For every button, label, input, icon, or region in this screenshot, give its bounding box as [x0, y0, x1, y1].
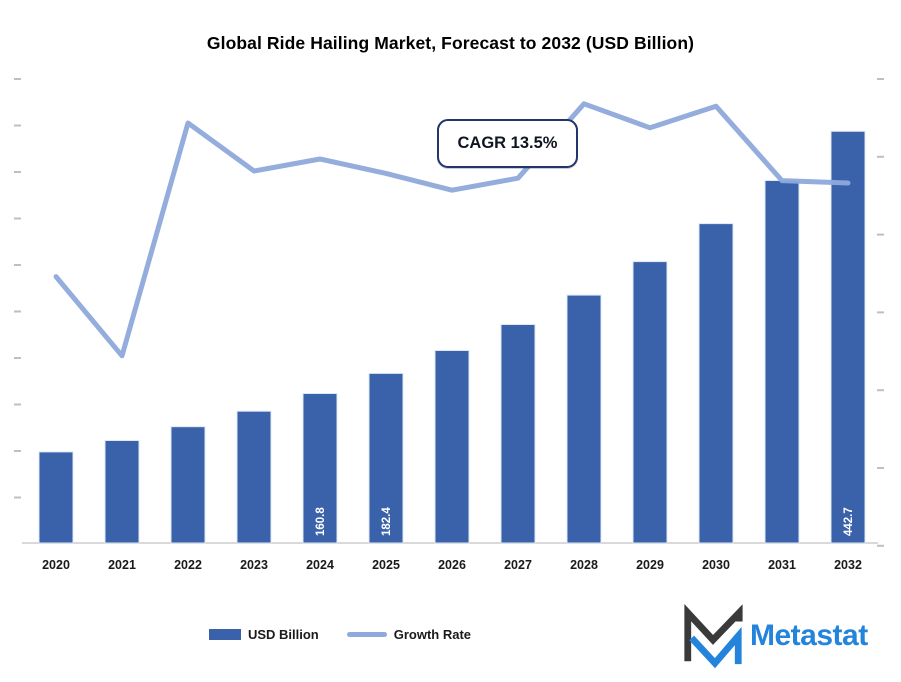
line-series-swatch: [346, 632, 387, 637]
bar-value-label-2024: 160.8: [315, 507, 327, 536]
bar-2032: [830, 130, 866, 544]
x-axis-label-2022: 2022: [174, 558, 202, 572]
cagr-annotation-box: CAGR 13.5%: [437, 119, 578, 168]
bar-2021: [104, 440, 140, 544]
metastat-m-icon: [684, 604, 743, 669]
x-axis-label-2030: 2030: [702, 558, 730, 572]
bar-2020: [38, 451, 74, 544]
right-axis-tick: [877, 78, 884, 80]
bar-2029: [632, 261, 668, 544]
metastat-logo: Metastat: [680, 599, 868, 673]
right-axis-tick: [877, 467, 884, 469]
x-axis-label-2026: 2026: [438, 558, 466, 572]
chart-legend: USD Billion Growth Rate: [0, 627, 680, 642]
bar-2027: [500, 324, 536, 544]
right-axis-tick: [877, 389, 884, 392]
left-axis-tick: [14, 264, 21, 266]
x-axis-label-2031: 2031: [768, 558, 796, 572]
left-axis-tick: [14, 217, 21, 220]
x-axis-label-2027: 2027: [504, 558, 532, 572]
x-axis-label-2023: 2023: [240, 558, 268, 572]
bar-2022: [170, 426, 206, 544]
bar-2023: [236, 410, 272, 544]
right-axis-tick: [877, 155, 884, 158]
right-axis-tick: [877, 233, 884, 236]
bar-value-label-2025: 182.4: [381, 507, 393, 536]
left-axis-tick: [14, 78, 21, 80]
bar-series-label: USD Billion: [247, 627, 319, 642]
right-axis-tick: [877, 311, 884, 314]
bar-2028: [566, 294, 602, 544]
chart-plot-area: 2020 2021 2022 2023 2024 160.8 2025 182.4 2026 20…: [14, 78, 884, 572]
left-axis-tick: [14, 496, 21, 499]
bar-2031: [764, 180, 800, 544]
left-axis-tick: [14, 450, 21, 452]
bar-value-label-2032: 442.7: [843, 507, 855, 536]
left-axis-tick: [14, 357, 21, 359]
legend-item-growth-rate: Growth Rate: [346, 627, 472, 642]
metastat-logo-text: Metastat: [750, 619, 868, 652]
x-axis-label-2024: 2024: [306, 558, 334, 572]
line-series-label: Growth Rate: [393, 627, 472, 642]
bar-2025: [368, 372, 404, 544]
x-axis-label-2029: 2029: [636, 558, 664, 572]
bar-2026: [434, 350, 470, 544]
x-axis-label-2025: 2025: [372, 558, 400, 572]
left-axis-tick: [14, 124, 21, 127]
growth-rate-line: [53, 101, 851, 359]
legend-item-usd-billion: USD Billion: [208, 627, 319, 642]
bar-series-swatch: [208, 629, 241, 640]
cagr-annotation-label: CAGR 13.5%: [457, 134, 558, 152]
bar-2024: [302, 393, 338, 544]
chart-title: Global Ride Hailing Market, Forecast to …: [206, 33, 695, 53]
left-axis-tick: [14, 310, 21, 313]
x-axis-label-2021: 2021: [108, 558, 136, 572]
x-axis-label-2032: 2032: [834, 558, 862, 572]
right-axis-tick: [877, 544, 884, 547]
left-axis-tick: [14, 403, 21, 406]
x-axis-label-2028: 2028: [570, 558, 598, 572]
x-axis-label-2020: 2020: [42, 558, 70, 572]
bar-2030: [698, 223, 734, 544]
left-axis-tick: [14, 171, 21, 173]
